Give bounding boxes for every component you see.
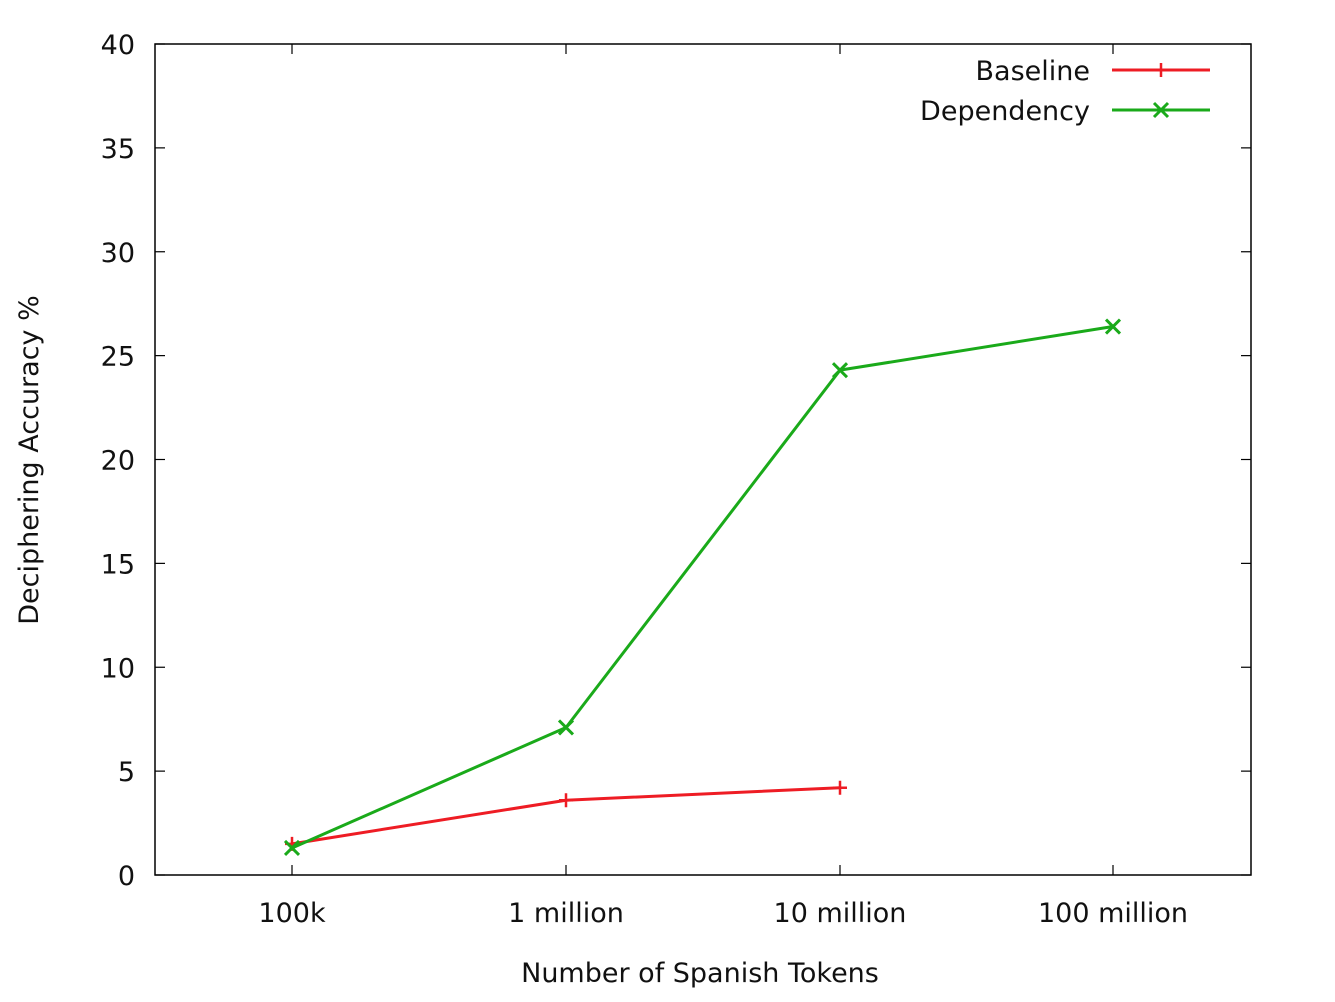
x-tick-label: 100 million (1038, 898, 1188, 929)
y-tick-label: 20 (101, 446, 135, 477)
x-tick-label: 10 million (774, 898, 907, 929)
y-axis-title: Deciphering Accuracy % (14, 295, 45, 625)
series-layer (283, 318, 1122, 857)
y-tick-label: 35 (101, 134, 135, 165)
plot-frame (154, 43, 1252, 876)
legend-label-dependency: Dependency (920, 96, 1090, 127)
legend-marker-baseline (1154, 63, 1168, 77)
legend: Baseline Dependency (920, 56, 1210, 127)
y-tick-label: 0 (118, 861, 135, 892)
y-axis: 0 5 10 15 20 25 30 35 40 (101, 30, 1251, 892)
data-point-dependency (831, 362, 849, 379)
x-tick-label: 1 million (508, 898, 624, 929)
y-tick-label: 15 (101, 549, 135, 580)
data-point-dependency (283, 839, 301, 857)
legend-marker-dependency (1152, 101, 1170, 119)
y-tick-label: 30 (101, 238, 135, 269)
x-tick-label: 100k (258, 898, 326, 929)
y-tick-label: 10 (101, 653, 135, 684)
y-tick-label: 25 (101, 342, 135, 373)
data-point-dependency (1104, 318, 1122, 335)
y-tick-label: 5 (118, 757, 135, 788)
x-axis: 100k 1 million 10 million 100 million (258, 44, 1188, 929)
series-line-dependency (291, 325, 1114, 850)
data-point-baseline (833, 780, 847, 795)
data-point-dependency (557, 719, 575, 736)
y-tick-label: 40 (101, 30, 135, 61)
x-axis-title: Number of Spanish Tokens (521, 958, 879, 989)
data-point-baseline (559, 793, 573, 808)
legend-label-baseline: Baseline (976, 56, 1090, 87)
